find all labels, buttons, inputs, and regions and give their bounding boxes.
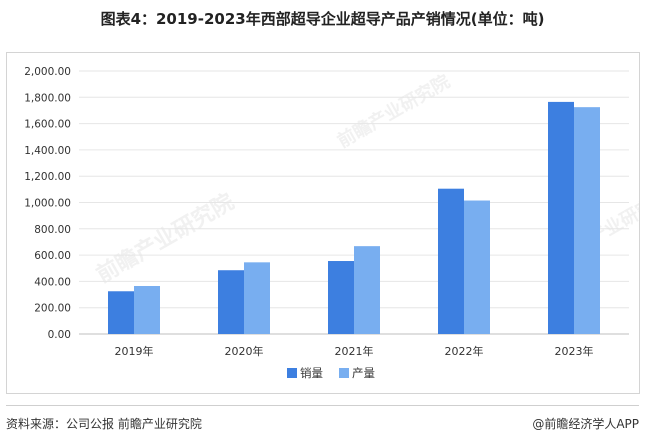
legend-swatch-sales xyxy=(287,368,297,378)
y-tick-label: 600.00 xyxy=(34,250,71,262)
y-tick-label: 400.00 xyxy=(34,276,71,288)
bar-production xyxy=(354,246,380,334)
chart-frame: 前瞻产业研究院前瞻产业研究院前瞻产业研究院 0.00200.00400.0060… xyxy=(6,52,640,394)
legend-label-sales: 销量 xyxy=(300,366,323,380)
legend-label-production: 产量 xyxy=(352,366,375,380)
x-tick-label: 2020年 xyxy=(225,344,264,358)
y-tick-label: 0.00 xyxy=(48,329,71,341)
watermark-0: 前瞻产业研究院 xyxy=(92,189,238,289)
y-tick-label: 1,600.00 xyxy=(24,119,71,131)
bar-sales xyxy=(548,101,574,334)
brand-credit: @前瞻经济学人APP xyxy=(532,417,639,431)
bar-sales xyxy=(108,291,134,334)
x-tick-label: 2023年 xyxy=(555,344,594,358)
bar-sales xyxy=(438,188,464,334)
source-note: 资料来源：公司公报 前瞻产业研究院 xyxy=(6,417,202,431)
footer-divider xyxy=(6,405,639,406)
y-tick-label: 200.00 xyxy=(34,303,71,315)
bar-production xyxy=(574,107,600,334)
x-tick-label: 2019年 xyxy=(115,344,154,358)
bar-layer xyxy=(108,101,600,334)
legend-swatch-production xyxy=(339,368,349,378)
footer: 资料来源：公司公报 前瞻产业研究院 @前瞻经济学人APP xyxy=(0,405,645,444)
label-layer: 2019年 2020年 2021年 2022年 2023年 xyxy=(115,344,594,358)
y-tick-label: 1,000.00 xyxy=(24,198,71,210)
x-tick-label: 2022年 xyxy=(445,344,484,358)
watermark-1: 前瞻产业研究院 xyxy=(334,70,454,152)
y-tick-label: 1,400.00 xyxy=(24,145,71,157)
y-tick-label: 800.00 xyxy=(34,224,71,236)
bar-chart: 前瞻产业研究院前瞻产业研究院前瞻产业研究院 0.00200.00400.0060… xyxy=(24,66,639,380)
bar-production xyxy=(134,286,160,334)
bar-production xyxy=(244,262,270,334)
y-tick-label: 1,800.00 xyxy=(24,92,71,104)
y-tick-label: 1,200.00 xyxy=(24,171,71,183)
bar-production xyxy=(464,200,490,334)
bar-sales xyxy=(328,261,354,334)
legend: 销量 产量 xyxy=(287,366,375,380)
bar-sales xyxy=(218,270,244,334)
x-tick-label: 2021年 xyxy=(335,344,374,358)
y-tick-label: 2,000.00 xyxy=(24,66,71,78)
chart-title: 图表4：2019-2023年西部超导企业超导产品产销情况(单位：吨) xyxy=(100,10,545,28)
